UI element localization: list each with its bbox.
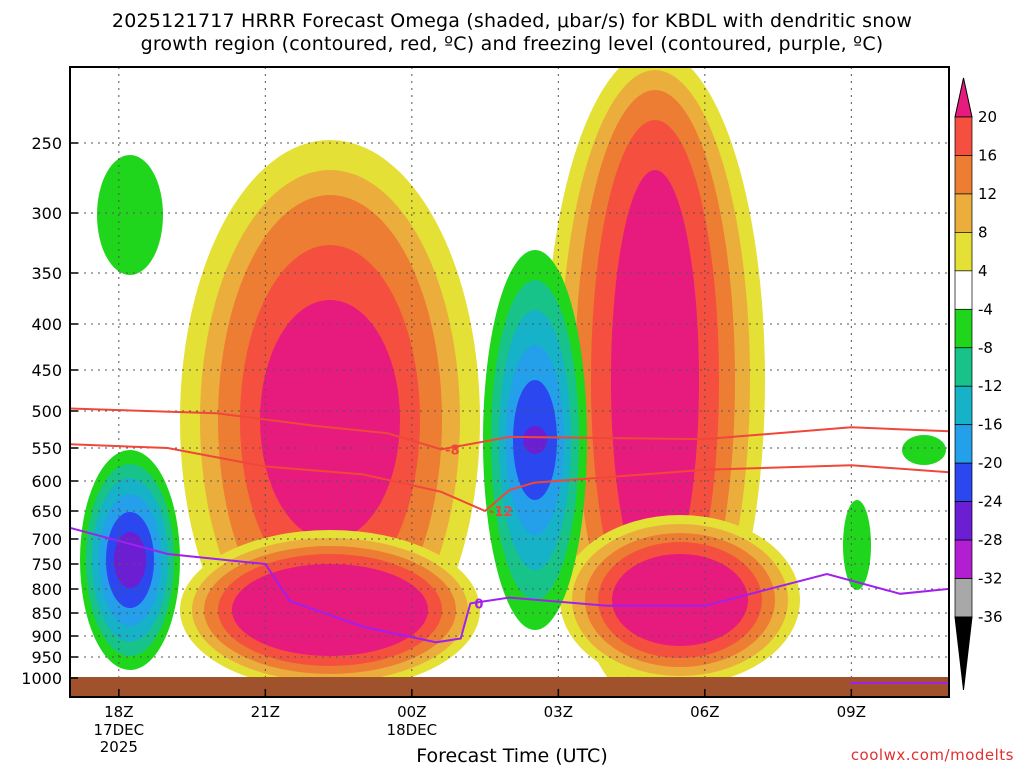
colorbar-label--4: -4 (978, 300, 993, 318)
x-tick-label-03Z: 03Z (544, 703, 573, 721)
colorbar-segment-1 (954, 155, 973, 195)
contour-label--8: -8 (445, 443, 459, 458)
y-tick-label-650: 650 (31, 502, 62, 521)
colorbar-top-arrow (954, 77, 973, 118)
colorbar-label--36: -36 (978, 608, 1003, 626)
colorbar-label-16: 16 (978, 146, 997, 164)
contour-line--12 (70, 443, 949, 513)
contour-label-0: 0 (474, 597, 483, 612)
colorbar-segment-8 (954, 424, 973, 464)
colorbar-bottom-arrow (954, 616, 973, 691)
colorbar-label-20: 20 (978, 108, 997, 126)
ground-surface-band (70, 677, 949, 697)
x-tick-label-00Z: 00Z (397, 703, 426, 721)
colorbar-label--12: -12 (978, 377, 1003, 395)
colorbar-segment-0 (954, 116, 973, 156)
colorbar-segment-2 (954, 193, 973, 233)
colorbar-label--16: -16 (978, 416, 1003, 434)
omega-negative-3-level--8 (843, 500, 871, 590)
x-tick-label-21Z: 21Z (251, 703, 280, 721)
colorbar-segment-6 (954, 347, 973, 387)
contour-lines: -8 -12 0 (70, 407, 949, 644)
x-tick-label-09Z: 09Z (837, 703, 866, 721)
colorbar-label--20: -20 (978, 454, 1003, 472)
y-tick-label-850: 850 (31, 604, 62, 623)
omega-negative-2-level--8 (97, 155, 163, 275)
x-sublabel-18z-0: 17DEC (94, 721, 145, 739)
colorbar-label--32: -32 (978, 570, 1003, 588)
chart-title-line-2: growth region (contoured, red, ºC) and f… (140, 33, 884, 55)
y-tick-label-1000: 1000 (21, 669, 62, 688)
colorbar-segment-7 (954, 385, 973, 426)
plot-area: -8 -12 0 (70, 67, 949, 697)
colorbar-segment-10 (954, 501, 973, 541)
contour-line-0 (70, 526, 949, 644)
y-tick-label-400: 400 (31, 315, 62, 334)
y-tick-label-550: 550 (31, 439, 62, 458)
colorbar-label--8: -8 (978, 339, 993, 357)
colorbar-segment-5 (954, 308, 973, 349)
grid-lines (70, 67, 949, 697)
omega-positive-3-level-20 (612, 554, 748, 646)
y-axis: 250 300 350 400 450 500 550 600 650 700 750 800 850 9… (21, 134, 78, 688)
colorbar-segment-3 (954, 232, 973, 272)
y-tick-label-350: 350 (31, 264, 62, 283)
omega-negative-4-level--8 (902, 435, 946, 465)
contour-line--8 (70, 407, 949, 451)
omega-positive-0-level-20 (260, 300, 400, 540)
source-link[interactable]: coolwx.com/modelts (850, 746, 1014, 764)
colorbar-label--24: -24 (978, 493, 1003, 511)
x-sublabel-18z-1: 2025 (100, 738, 138, 756)
x-tick-label-06Z: 06Z (690, 703, 719, 721)
plot-frame (69, 66, 950, 698)
y-tick-label-450: 450 (31, 361, 62, 380)
colorbar-segment-4 (954, 270, 973, 310)
colorbar-segment-11 (954, 539, 973, 579)
colorbar-legend: 20 16 12 8 4 -4 -8 -12 -16 -20 -24 -28 -32 -36 (954, 77, 1003, 691)
x-axis-title: Forecast Time (UTC) (416, 745, 608, 767)
y-tick-label-750: 750 (31, 555, 62, 574)
colorbar-segment-12 (954, 578, 973, 618)
x-tick-label-18Z: 18Z (104, 703, 133, 721)
colorbar-label--28: -28 (978, 531, 1003, 549)
y-tick-label-250: 250 (31, 134, 62, 153)
colorbar-label-12: 12 (978, 185, 997, 203)
contour-label--12: -12 (489, 505, 513, 520)
x-sublabel-00z-0: 18DEC (387, 721, 438, 739)
colorbar-label-4: 4 (978, 262, 988, 280)
y-tick-label-900: 900 (31, 627, 62, 646)
y-tick-label-800: 800 (31, 580, 62, 599)
chart-title-line-1: 2025121717 HRRR Forecast Omega (shaded, … (111, 10, 913, 32)
omega-positive-2-level-20 (611, 170, 699, 590)
y-tick-label-950: 950 (31, 648, 62, 667)
y-tick-label-600: 600 (31, 472, 62, 491)
omega-shading (80, 67, 946, 697)
y-tick-label-500: 500 (31, 402, 62, 421)
colorbar-segment-9 (954, 462, 973, 502)
omega-positive-1-level-20 (232, 564, 428, 656)
y-tick-label-700: 700 (31, 530, 62, 549)
y-tick-label-300: 300 (31, 204, 62, 223)
colorbar-label-8: 8 (978, 223, 988, 241)
omega-negative-1-level--28 (523, 426, 547, 454)
